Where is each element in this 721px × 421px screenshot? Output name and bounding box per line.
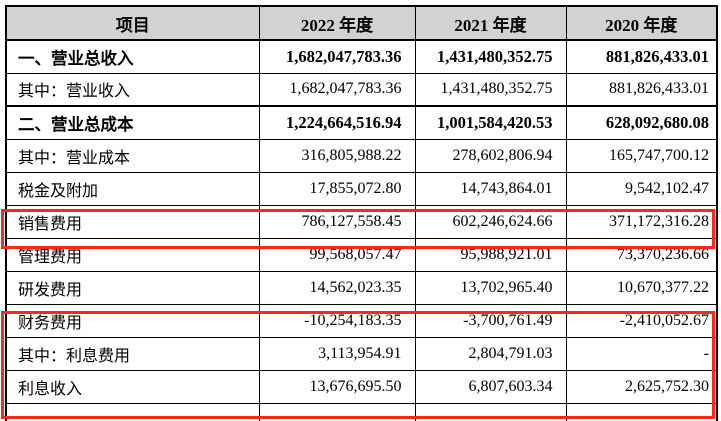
value-2022: 99,568,057.47 bbox=[258, 237, 416, 272]
table-row-financial-expenses: 财务费用 -10,254,183.35 -3,700,761.49 -2,410… bbox=[5, 303, 718, 338]
value-2021: 14,743,864.01 bbox=[414, 171, 567, 206]
cropped-cell bbox=[258, 402, 416, 421]
value-2021: 602,246,624.66 bbox=[414, 204, 567, 239]
header-row: 项目 2022 年度 2021 年度 2020 年度 bbox=[5, 5, 718, 41]
value-2020: 2,625,752.30 bbox=[565, 369, 718, 404]
value-2020: 10,670,377.22 bbox=[565, 270, 718, 305]
value-2021: 1,001,584,420.53 bbox=[414, 105, 567, 140]
column-header-item: 项目 bbox=[5, 5, 260, 41]
cropped-cell bbox=[414, 402, 567, 421]
row-label: 其中：营业成本 bbox=[5, 138, 260, 173]
value-2022: 316,805,988.22 bbox=[258, 138, 416, 173]
column-header-2022: 2022 年度 bbox=[258, 5, 416, 41]
value-2022: 3,113,954.91 bbox=[258, 336, 416, 371]
value-2021: 1,431,480,352.75 bbox=[414, 72, 567, 107]
column-header-2020: 2020 年度 bbox=[565, 5, 718, 41]
value-2022: -10,254,183.35 bbox=[258, 303, 416, 338]
value-2020: 9,542,102.47 bbox=[565, 171, 718, 206]
value-2020: 628,092,680.08 bbox=[565, 105, 718, 140]
income-statement-table: 项目 2022 年度 2021 年度 2020 年度 一、营业总收入 1,682… bbox=[5, 5, 718, 421]
row-label: 其中：营业收入 bbox=[5, 72, 260, 107]
value-2020: - bbox=[565, 336, 718, 371]
row-label: 财务费用 bbox=[5, 303, 260, 338]
row-label: 管理费用 bbox=[5, 237, 260, 272]
row-label: 研发费用 bbox=[5, 270, 260, 305]
value-2021: -3,700,761.49 bbox=[414, 303, 567, 338]
value-2020: 73,370,236.66 bbox=[565, 237, 718, 272]
table-row-taxes-surcharges: 税金及附加 17,855,072.80 14,743,864.01 9,542,… bbox=[5, 171, 718, 206]
value-2020: 881,826,433.01 bbox=[565, 72, 718, 107]
value-2022: 13,676,695.50 bbox=[258, 369, 416, 404]
value-2020: 371,172,316.28 bbox=[565, 204, 718, 239]
value-2022: 1,682,047,783.36 bbox=[258, 72, 416, 107]
table-row-operating-cost: 其中：营业成本 316,805,988.22 278,602,806.94 16… bbox=[5, 138, 718, 173]
row-label: 其中：利息费用 bbox=[5, 336, 260, 371]
table-row-interest-income: 利息收入 13,676,695.50 6,807,603.34 2,625,75… bbox=[5, 369, 718, 404]
value-2021: 6,807,603.34 bbox=[414, 369, 567, 404]
value-2021: 13,702,965.40 bbox=[414, 270, 567, 305]
table-row-admin-expenses: 管理费用 99,568,057.47 95,988,921.01 73,370,… bbox=[5, 237, 718, 272]
row-label: 销售费用 bbox=[5, 204, 260, 239]
table-row-total-revenue: 一、营业总收入 1,682,047,783.36 1,431,480,352.7… bbox=[5, 39, 718, 74]
value-2022: 786,127,558.45 bbox=[258, 204, 416, 239]
table-row-selling-expenses: 销售费用 786,127,558.45 602,246,624.66 371,1… bbox=[5, 204, 718, 239]
row-label: 利息收入 bbox=[5, 369, 260, 404]
value-2022: 17,855,072.80 bbox=[258, 171, 416, 206]
value-2021: 95,988,921.01 bbox=[414, 237, 567, 272]
table-row-interest-expense: 其中：利息费用 3,113,954.91 2,804,791.03 - bbox=[5, 336, 718, 371]
value-2022: 1,224,664,516.94 bbox=[258, 105, 416, 140]
cropped-cell bbox=[565, 402, 718, 421]
value-2021: 1,431,480,352.75 bbox=[414, 39, 567, 74]
value-2021: 278,602,806.94 bbox=[414, 138, 567, 173]
value-2021: 2,804,791.03 bbox=[414, 336, 567, 371]
value-2020: -2,410,052.67 bbox=[565, 303, 718, 338]
table-row-total-cost: 二、营业总成本 1,224,664,516.94 1,001,584,420.5… bbox=[5, 105, 718, 140]
row-label: 一、营业总收入 bbox=[5, 39, 260, 74]
value-2020: 881,826,433.01 bbox=[565, 39, 718, 74]
column-header-2021: 2021 年度 bbox=[414, 5, 567, 41]
table-row-rd-expenses: 研发费用 14,562,023.35 13,702,965.40 10,670,… bbox=[5, 270, 718, 305]
cropped-next-row bbox=[5, 402, 718, 421]
cropped-cell bbox=[5, 402, 260, 421]
value-2022: 1,682,047,783.36 bbox=[258, 39, 416, 74]
row-label: 税金及附加 bbox=[5, 171, 260, 206]
row-label: 二、营业总成本 bbox=[5, 105, 260, 140]
value-2020: 165,747,700.12 bbox=[565, 138, 718, 173]
table-row-operating-revenue: 其中：营业收入 1,682,047,783.36 1,431,480,352.7… bbox=[5, 72, 718, 107]
value-2022: 14,562,023.35 bbox=[258, 270, 416, 305]
